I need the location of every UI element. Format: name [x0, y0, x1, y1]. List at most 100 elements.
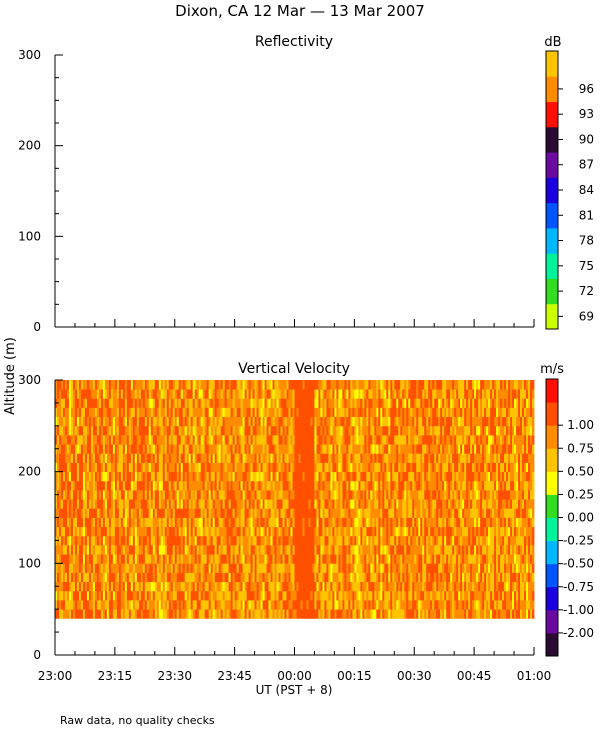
velocity-cell — [58, 416, 62, 427]
velocity-cell — [106, 480, 110, 491]
velocity-cell — [76, 407, 80, 418]
velocity-cell — [332, 572, 335, 583]
velocity-cell — [118, 407, 122, 418]
velocity-cell — [148, 563, 152, 573]
velocity-cell — [350, 572, 353, 583]
velocity-cell — [248, 462, 251, 473]
velocity-cell — [126, 517, 130, 528]
velocity-cell — [82, 600, 86, 610]
velocity-cell — [220, 581, 224, 592]
velocity-cell — [252, 453, 255, 463]
velocity-cell — [324, 526, 327, 537]
velocity-cell — [280, 508, 283, 518]
velocity-cell — [282, 435, 285, 445]
velocity-cell — [72, 425, 76, 436]
velocity-cell — [390, 453, 393, 463]
velocity-cell — [380, 545, 383, 555]
velocity-cell — [176, 535, 180, 546]
velocity-cell — [418, 398, 421, 408]
velocity-cell — [370, 407, 373, 418]
velocity-cell — [214, 398, 218, 408]
velocity-cell — [414, 563, 417, 573]
velocity-cell — [208, 508, 212, 518]
velocity-cell — [64, 581, 68, 592]
velocity-cell — [398, 435, 401, 445]
velocity-cell — [118, 425, 122, 436]
velocity-cell — [172, 490, 176, 500]
velocity-cell — [244, 471, 247, 482]
velocity-cell — [346, 526, 349, 537]
velocity-cell — [258, 581, 261, 592]
velocity-cell — [112, 425, 116, 436]
velocity-cell — [388, 572, 391, 583]
velocity-cell — [354, 444, 357, 454]
velocity-cell — [244, 407, 247, 418]
velocity-cell — [148, 444, 152, 454]
velocity-cell — [354, 471, 357, 482]
velocity-cell — [114, 490, 118, 500]
velocity-cell — [420, 545, 423, 555]
velocity-cell — [196, 425, 200, 436]
velocity-cell — [292, 490, 295, 500]
velocity-cell — [166, 480, 170, 491]
velocity-cell — [178, 480, 182, 491]
velocity-cell — [254, 563, 257, 573]
velocity-cell — [342, 517, 345, 528]
velocity-cell — [272, 407, 275, 418]
velocity-cell — [55, 572, 58, 583]
velocity-cell — [58, 462, 62, 473]
velocity-cell — [94, 471, 98, 482]
velocity-cell — [358, 535, 361, 546]
velocity-cell — [336, 609, 339, 619]
velocity-cell — [114, 398, 118, 408]
velocity-cell — [296, 590, 299, 601]
velocity-cell — [98, 581, 102, 592]
velocity-cell — [124, 462, 128, 473]
velocity-cell — [70, 416, 74, 427]
velocity-cell — [356, 499, 359, 509]
velocity-cell — [400, 490, 403, 500]
velocity-cell — [122, 554, 126, 564]
velocity-cell — [118, 563, 122, 573]
velocity-cell — [72, 517, 76, 528]
velocity-cell — [208, 572, 212, 583]
velocity-cell — [262, 471, 265, 482]
velocity-cell — [426, 435, 429, 445]
velocity-cell — [238, 389, 242, 399]
velocity-cell — [254, 425, 257, 436]
velocity-cell — [94, 490, 98, 500]
velocity-cell — [304, 517, 307, 528]
velocity-cell — [174, 508, 178, 518]
velocity-cell — [346, 590, 349, 601]
velocity-cell — [126, 490, 130, 500]
velocity-cell — [170, 416, 174, 427]
velocity-cell — [298, 435, 301, 445]
velocity-cell — [80, 499, 84, 509]
velocity-cell — [162, 517, 166, 528]
velocity-cell — [250, 517, 253, 528]
velocity-cell — [166, 380, 170, 390]
velocity-cell — [202, 517, 206, 528]
velocity-cell — [194, 563, 198, 573]
velocity-cell — [256, 398, 259, 408]
velocity-cell — [360, 499, 363, 509]
velocity-cell — [188, 407, 192, 418]
velocity-cell — [322, 526, 325, 537]
velocity-cell — [268, 526, 271, 537]
velocity-cell — [168, 572, 172, 583]
velocity-cell — [164, 581, 168, 592]
velocity-cell — [326, 389, 329, 399]
velocity-cell — [160, 499, 164, 509]
velocity-cell — [368, 554, 371, 564]
velocity-cell — [66, 499, 70, 509]
velocity-cell — [414, 398, 417, 408]
velocity-cell — [344, 526, 347, 537]
velocity-cell — [72, 508, 76, 518]
velocity-cell — [210, 545, 214, 555]
velocity-cell — [398, 554, 401, 564]
velocity-cell — [104, 499, 108, 509]
velocity-cell — [278, 425, 281, 436]
velocity-cell — [356, 563, 359, 573]
velocity-cell — [298, 462, 301, 473]
velocity-cell — [420, 389, 423, 399]
